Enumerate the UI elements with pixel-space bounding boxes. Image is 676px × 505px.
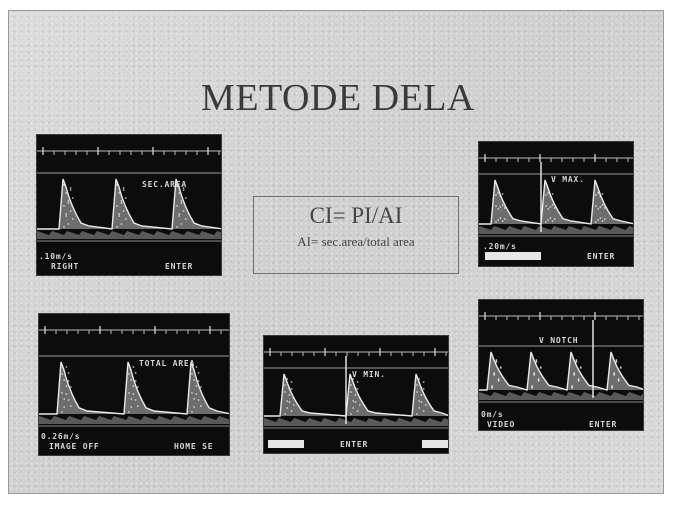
panel-label: TOTAL AREA bbox=[139, 359, 196, 368]
footer-right-label: ENTER bbox=[587, 252, 616, 261]
scale-label: .20m/s bbox=[483, 242, 517, 251]
scale-label: .10m/s bbox=[39, 252, 73, 261]
doppler-panel-v-min: V MIN. ENTER bbox=[263, 335, 449, 454]
formula-box: CI= PI/AI AI= sec.area/total area bbox=[253, 196, 459, 274]
panel-label: SEC.AREA bbox=[142, 180, 187, 189]
panel-label: V MIN. bbox=[352, 370, 386, 379]
scale-label: 0m/s bbox=[481, 410, 504, 419]
footer-left-label: VIDEO bbox=[487, 420, 516, 429]
scale-label: 0.26m/s bbox=[41, 432, 81, 441]
footer-right-label: ENTER bbox=[589, 420, 618, 429]
footer-left-label: RIGHT bbox=[51, 262, 80, 271]
footer-center-label: ENTER bbox=[340, 440, 369, 449]
doppler-waveform bbox=[37, 147, 221, 242]
doppler-panel-v-max: V MAX. .20m/s ENTER bbox=[478, 141, 634, 267]
highlight-bar-left bbox=[268, 440, 304, 448]
slide-title: METODE DELA bbox=[201, 77, 475, 119]
doppler-waveform bbox=[479, 312, 643, 403]
footer-right-label: HOME SE bbox=[174, 442, 214, 451]
doppler-panel-sec-area: SEC.AREA .10m/s RIGHT ENTER bbox=[36, 134, 222, 276]
doppler-panel-v-notch: V NOTCH 0m/s VIDEO ENTER bbox=[478, 299, 644, 431]
formula-text: CI= PI/AI bbox=[309, 203, 403, 228]
highlight-bar-right bbox=[422, 440, 448, 448]
highlight-bar bbox=[485, 252, 541, 260]
panel-label: V NOTCH bbox=[539, 336, 579, 345]
doppler-waveform bbox=[264, 348, 448, 429]
formula-note: AI= sec.area/total area bbox=[297, 234, 415, 249]
doppler-waveform bbox=[479, 154, 633, 237]
footer-right-label: ENTER bbox=[165, 262, 194, 271]
doppler-waveform bbox=[39, 326, 229, 427]
footer-left-label: IMAGE OFF bbox=[49, 442, 100, 451]
doppler-panel-total-area: TOTAL AREA 0.26m/s IMAGE OFF HOME SE bbox=[38, 313, 230, 456]
panel-label: V MAX. bbox=[551, 175, 585, 184]
